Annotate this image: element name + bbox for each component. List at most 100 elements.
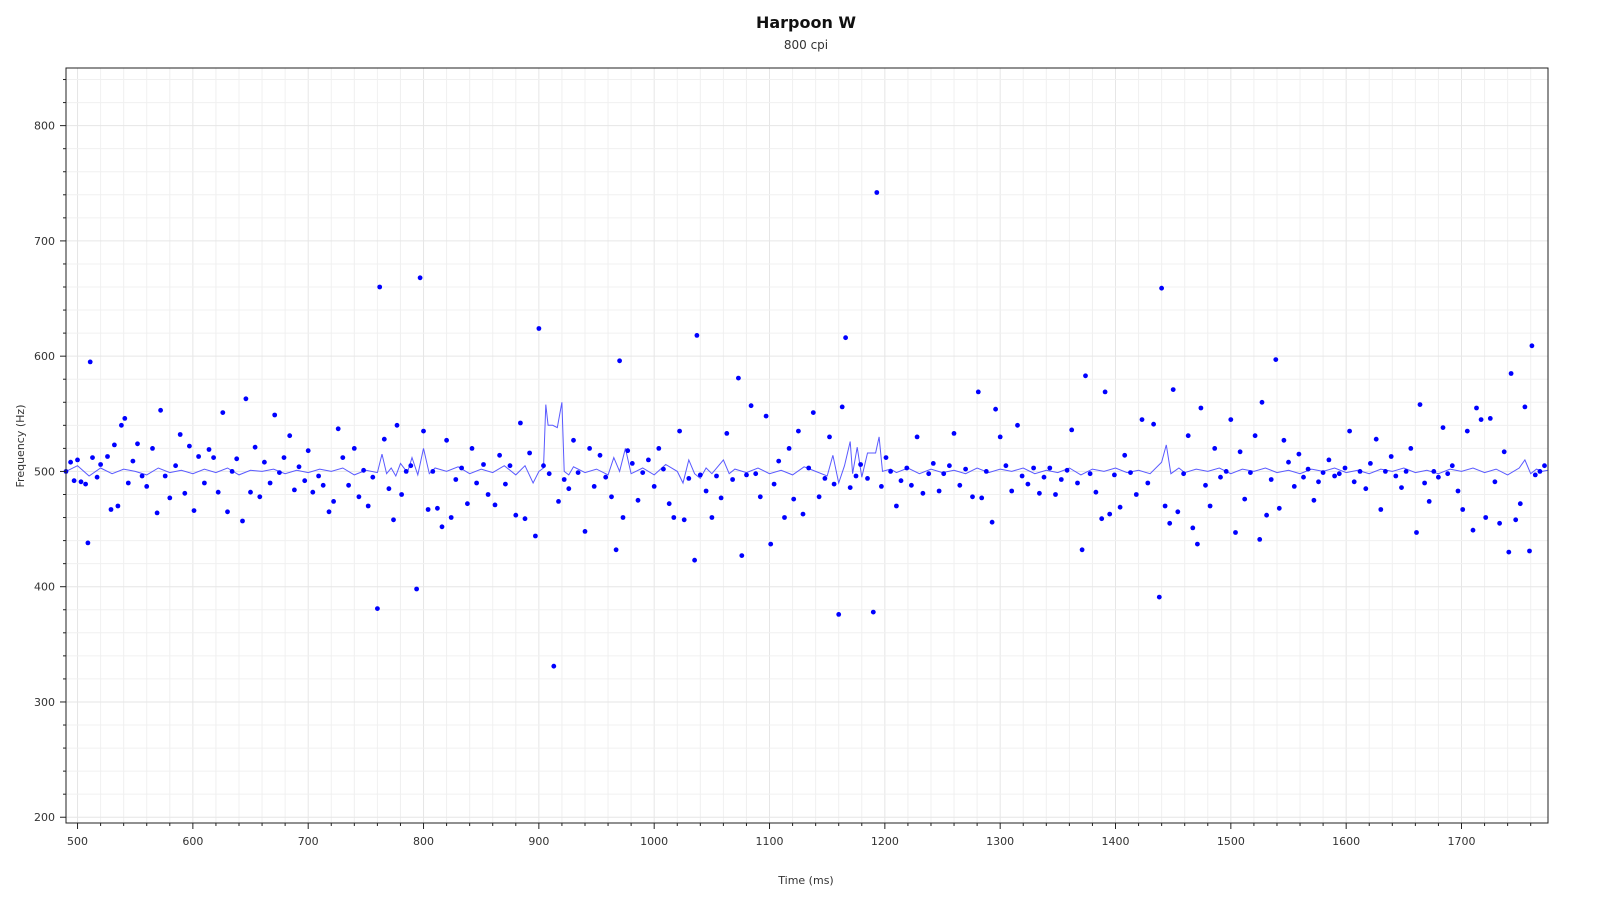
data-point: [1223, 469, 1229, 474]
data-point: [1351, 479, 1357, 485]
data-point: [757, 494, 763, 500]
data-point: [1311, 497, 1317, 503]
data-point: [1532, 472, 1538, 478]
data-point: [1257, 537, 1263, 542]
data-point: [1139, 417, 1145, 422]
data-point: [1449, 463, 1455, 469]
data-point: [1237, 449, 1243, 455]
data-point: [661, 466, 666, 472]
data-point: [1248, 470, 1253, 475]
data-point: [551, 663, 557, 669]
data-point: [640, 470, 646, 475]
data-point: [739, 553, 745, 558]
x-tick-label: 1400: [1102, 835, 1130, 848]
data-point: [989, 519, 995, 525]
data-point: [377, 284, 383, 290]
data-point: [1207, 503, 1213, 509]
data-point: [681, 517, 687, 523]
data-point: [979, 495, 985, 501]
data-point: [1529, 343, 1535, 349]
y-tick-label: 300: [34, 696, 55, 709]
data-point: [879, 484, 884, 489]
data-point: [187, 443, 192, 449]
data-point: [453, 477, 459, 482]
data-point: [1099, 516, 1105, 522]
data-point: [709, 515, 715, 520]
data-point: [768, 541, 774, 547]
data-point: [904, 465, 910, 471]
data-point: [507, 463, 513, 469]
data-point: [381, 436, 387, 442]
data-point: [1195, 541, 1200, 547]
data-point: [686, 476, 692, 481]
data-point: [957, 482, 963, 488]
chart-title: Harpoon W: [756, 13, 856, 32]
data-point: [536, 326, 542, 331]
data-point: [296, 464, 302, 470]
data-point: [1296, 451, 1302, 457]
data-point: [853, 473, 859, 479]
y-tick-label: 200: [34, 811, 55, 824]
y-tick-label: 700: [34, 235, 55, 248]
data-point: [677, 428, 682, 434]
data-point: [646, 457, 651, 463]
data-point: [1506, 549, 1512, 555]
data-point: [316, 473, 321, 479]
data-point: [527, 450, 532, 456]
data-point: [281, 455, 287, 460]
data-point: [1388, 454, 1394, 459]
moving-average-line: [65, 402, 1549, 485]
data-point: [513, 512, 519, 518]
data-point: [1326, 457, 1332, 463]
data-point: [694, 333, 700, 338]
data-point: [481, 462, 486, 467]
data-point: [556, 499, 561, 504]
data-point: [776, 458, 782, 464]
data-point: [651, 484, 657, 489]
data-point: [465, 501, 470, 507]
data-point: [771, 481, 777, 487]
data-point: [1037, 490, 1042, 496]
y-tick-label: 800: [34, 120, 55, 133]
data-point: [1117, 504, 1123, 510]
x-tick-label: 1100: [756, 835, 784, 848]
data-point: [1305, 466, 1311, 472]
y-tick-label: 600: [34, 350, 55, 363]
data-point: [827, 434, 832, 440]
data-point: [85, 540, 91, 546]
data-point: [1075, 480, 1080, 486]
data-point: [847, 485, 853, 490]
data-point: [920, 490, 926, 496]
data-point: [154, 510, 160, 516]
x-tick-label: 1200: [871, 835, 899, 848]
data-point: [1259, 399, 1265, 405]
data-point: [340, 455, 346, 460]
data-point: [718, 495, 724, 501]
x-tick-label: 1500: [1217, 835, 1245, 848]
data-point: [843, 335, 848, 341]
data-point: [1440, 425, 1446, 430]
data-point: [898, 478, 904, 484]
data-point: [1455, 488, 1461, 494]
data-point: [1015, 422, 1020, 428]
x-tick-label: 700: [298, 835, 319, 848]
data-point: [425, 507, 431, 512]
x-tick-label: 600: [182, 835, 203, 848]
data-point: [225, 509, 230, 515]
data-point: [1403, 469, 1409, 474]
data-point: [375, 606, 380, 611]
data-point: [541, 463, 546, 469]
data-point: [1167, 520, 1173, 526]
data-point: [629, 461, 635, 466]
data-point: [518, 420, 523, 426]
data-point: [331, 499, 336, 504]
data-point: [603, 474, 609, 480]
data-point: [522, 516, 528, 522]
data-point: [951, 431, 957, 436]
data-point: [403, 469, 409, 474]
data-point: [1112, 472, 1117, 478]
data-point: [1316, 479, 1321, 485]
data-point: [1363, 486, 1369, 492]
data-point: [112, 442, 117, 448]
data-point: [1286, 459, 1291, 465]
